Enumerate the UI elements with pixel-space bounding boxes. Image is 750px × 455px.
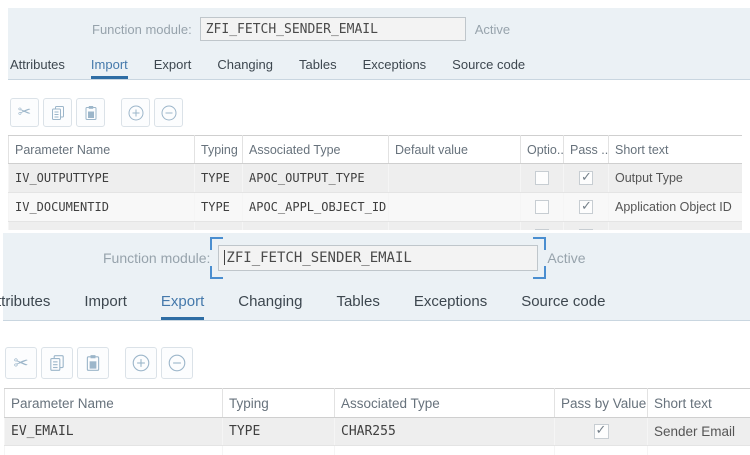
status-text: Active: [475, 22, 510, 37]
col-optional: Optio...: [521, 136, 564, 164]
table-toolbar: ✂: [5, 347, 750, 379]
delete-row-icon: [160, 104, 178, 122]
bracket-corner-icon: [210, 266, 223, 279]
pass-by-value-checkbox[interactable]: [579, 171, 593, 185]
paste-button[interactable]: [76, 98, 105, 127]
delete-row-button[interactable]: [154, 98, 183, 127]
cell-parameter[interactable]: EV_EMAIL: [5, 418, 223, 446]
cell-parameter[interactable]: IV_OUTPUTTYPE: [9, 164, 195, 193]
cell-short-text[interactable]: Sender Email: [648, 418, 750, 446]
cell-short-text[interactable]: Application Object ID: [609, 193, 743, 222]
cut-icon: ✂: [18, 105, 31, 121]
tab-import[interactable]: Import: [91, 50, 128, 79]
cell-typing[interactable]: TYPE: [195, 193, 243, 222]
tab-exceptions[interactable]: Exceptions: [414, 282, 487, 320]
pass-by-value-checkbox[interactable]: [579, 229, 593, 230]
cut-button[interactable]: ✂: [5, 347, 37, 379]
bracket-corner-icon: [533, 237, 546, 250]
table-row[interactable]: [9, 222, 743, 231]
bracket-corner-icon: [210, 237, 223, 250]
text-cursor: [224, 250, 225, 265]
delete-row-icon: [167, 353, 187, 373]
paste-icon: [84, 354, 102, 372]
header-band: Function module: ZFI_FETCH_SENDER_EMAIL …: [3, 233, 750, 321]
table-row[interactable]: [5, 446, 750, 455]
delete-row-button[interactable]: [161, 347, 193, 379]
tab-attributes[interactable]: Attributes: [10, 50, 65, 79]
table-toolbar: ✂: [10, 98, 750, 127]
col-pass-by-value: Pass by Value: [555, 389, 648, 418]
cell-associated-type[interactable]: CHAR255: [335, 418, 555, 446]
cell-short-text[interactable]: Output Type: [609, 164, 743, 193]
selection-highlight: ZFI_FETCH_SENDER_EMAIL: [218, 245, 538, 271]
bracket-corner-icon: [533, 266, 546, 279]
col-short-text: Short text: [648, 389, 750, 418]
table-row[interactable]: EV_EMAIL TYPE CHAR255 Sender Email: [5, 418, 750, 446]
function-module-label: Function module:: [92, 22, 192, 37]
cell-parameter[interactable]: IV_DOCUMENTID: [9, 193, 195, 222]
copy-button[interactable]: [41, 347, 73, 379]
tab-export[interactable]: Export: [161, 282, 204, 320]
tab-changing[interactable]: Changing: [217, 50, 273, 79]
tab-source-code[interactable]: Source code: [452, 50, 525, 79]
import-parameters-table: Parameter Name Typing Associated Type De…: [8, 135, 742, 230]
function-module-label: Function module:: [103, 250, 210, 266]
optional-checkbox[interactable]: [535, 200, 549, 214]
insert-row-icon: [127, 104, 145, 122]
tab-bar: Attributes Import Export Changing Tables…: [8, 50, 750, 80]
copy-button[interactable]: [43, 98, 72, 127]
insert-row-button[interactable]: [125, 347, 157, 379]
col-typing: Typing: [195, 136, 243, 164]
tab-exceptions[interactable]: Exceptions: [363, 50, 427, 79]
col-parameter-name: Parameter Name: [9, 136, 195, 164]
tab-export[interactable]: Export: [154, 50, 192, 79]
export-parameters-table: Parameter Name Typing Associated Type Pa…: [4, 388, 750, 455]
col-default-value: Default value: [389, 136, 521, 164]
tab-changing[interactable]: Changing: [238, 282, 302, 320]
cell-typing[interactable]: TYPE: [195, 164, 243, 193]
copy-icon: [50, 105, 66, 121]
function-module-import-panel: Function module: ZFI_FETCH_SENDER_EMAIL …: [0, 0, 750, 228]
col-typing: Typing: [223, 389, 335, 418]
function-module-value: ZFI_FETCH_SENDER_EMAIL: [206, 22, 378, 37]
tab-attributes[interactable]: Attributes: [0, 282, 50, 320]
col-parameter-name: Parameter Name: [5, 389, 223, 418]
header-band: Function module: ZFI_FETCH_SENDER_EMAIL …: [8, 8, 750, 80]
function-module-input[interactable]: ZFI_FETCH_SENDER_EMAIL: [200, 17, 466, 41]
table-row[interactable]: IV_OUTPUTTYPE TYPE APOC_OUTPUT_TYPE Outp…: [9, 164, 743, 193]
pass-by-value-checkbox[interactable]: [594, 424, 609, 439]
paste-icon: [83, 105, 99, 121]
insert-row-icon: [131, 353, 151, 373]
cut-icon: ✂: [13, 354, 28, 372]
col-pass-by-value: Pass ...: [564, 136, 609, 164]
optional-checkbox[interactable]: [535, 171, 549, 185]
col-short-text: Short text: [609, 136, 743, 164]
tab-tables[interactable]: Tables: [299, 50, 337, 79]
table-row[interactable]: IV_DOCUMENTID TYPE APOC_APPL_OBJECT_ID A…: [9, 193, 743, 222]
status-text: Active: [547, 250, 585, 266]
paste-button[interactable]: [77, 347, 109, 379]
optional-checkbox[interactable]: [535, 229, 549, 230]
cut-button[interactable]: ✂: [10, 98, 39, 127]
function-module-input[interactable]: ZFI_FETCH_SENDER_EMAIL: [218, 245, 538, 271]
tab-tables[interactable]: Tables: [336, 282, 379, 320]
function-module-export-panel: Function module: ZFI_FETCH_SENDER_EMAIL …: [0, 233, 750, 452]
table-header-row: Parameter Name Typing Associated Type Pa…: [5, 389, 750, 418]
function-module-value: ZFI_FETCH_SENDER_EMAIL: [226, 250, 411, 266]
cell-typing[interactable]: TYPE: [223, 418, 335, 446]
tab-source-code[interactable]: Source code: [521, 282, 605, 320]
cell-associated-type[interactable]: APOC_APPL_OBJECT_ID: [243, 193, 389, 222]
table-header-row: Parameter Name Typing Associated Type De…: [9, 136, 743, 164]
tab-bar: Attributes Import Export Changing Tables…: [3, 282, 750, 321]
cell-associated-type[interactable]: APOC_OUTPUT_TYPE: [243, 164, 389, 193]
pass-by-value-checkbox[interactable]: [579, 200, 593, 214]
tab-import[interactable]: Import: [84, 282, 127, 320]
copy-icon: [48, 354, 66, 372]
cell-default-value[interactable]: [389, 164, 521, 193]
insert-row-button[interactable]: [121, 98, 150, 127]
col-associated-type: Associated Type: [243, 136, 389, 164]
cell-default-value[interactable]: [389, 193, 521, 222]
col-associated-type: Associated Type: [335, 389, 555, 418]
